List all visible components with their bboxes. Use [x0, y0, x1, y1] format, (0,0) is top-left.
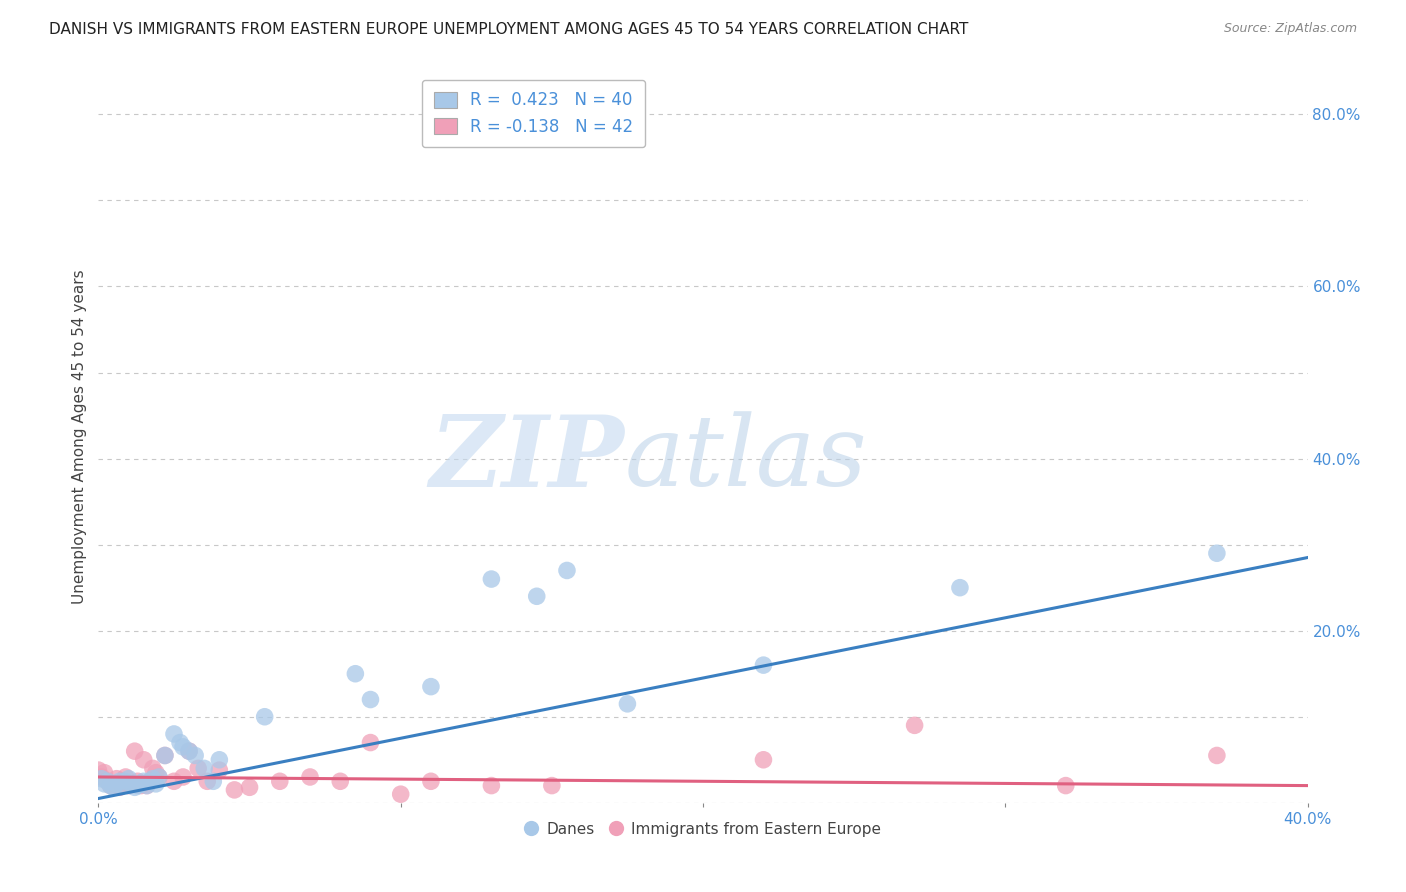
Point [100, 779, 122, 793]
Point [90, 772, 112, 786]
Point [389, 787, 412, 801]
Point [129, 779, 152, 793]
Point [208, 763, 231, 777]
Point [187, 761, 209, 775]
Point [526, 589, 548, 603]
Point [193, 761, 215, 775]
Point [111, 779, 134, 793]
Point [118, 779, 141, 793]
Point [114, 770, 136, 784]
Text: atlas: atlas [624, 411, 868, 507]
Point [360, 735, 382, 749]
Point [93, 765, 115, 780]
Point [96, 774, 118, 789]
Point [108, 774, 131, 789]
Point [111, 774, 134, 789]
Point [269, 774, 291, 789]
Point [344, 666, 367, 681]
Point [360, 692, 382, 706]
Point [949, 581, 972, 595]
Point [481, 572, 503, 586]
Point [329, 774, 352, 789]
Point [124, 744, 146, 758]
Point [163, 727, 186, 741]
Point [135, 779, 157, 793]
Point [90, 770, 112, 784]
Point [616, 697, 638, 711]
Legend: Danes, Immigrants from Eastern Europe: Danes, Immigrants from Eastern Europe [519, 815, 887, 843]
Point [100, 779, 122, 793]
Point [139, 774, 162, 789]
Text: ZIP: ZIP [429, 411, 624, 508]
Point [1054, 779, 1077, 793]
Point [208, 753, 231, 767]
Point [1206, 546, 1229, 560]
Point [121, 777, 143, 791]
Point [127, 774, 149, 789]
Point [904, 718, 927, 732]
Point [118, 772, 141, 786]
Point [299, 770, 322, 784]
Text: Source: ZipAtlas.com: Source: ZipAtlas.com [1223, 22, 1357, 36]
Point [172, 739, 194, 754]
Point [184, 748, 207, 763]
Point [132, 753, 155, 767]
Point [132, 774, 155, 789]
Point [481, 779, 503, 793]
Point [1206, 748, 1229, 763]
Point [148, 770, 170, 784]
Point [172, 770, 194, 784]
Point [148, 770, 170, 784]
Point [420, 774, 443, 789]
Point [105, 772, 128, 786]
Point [105, 777, 128, 791]
Y-axis label: Unemployment Among Ages 45 to 54 years: Unemployment Among Ages 45 to 54 years [72, 269, 87, 605]
Point [163, 774, 186, 789]
Point [127, 779, 149, 793]
Point [253, 710, 276, 724]
Point [420, 680, 443, 694]
Point [145, 765, 167, 780]
Point [114, 774, 136, 789]
Point [752, 753, 775, 767]
Point [135, 779, 157, 793]
Point [108, 780, 131, 795]
Point [224, 783, 246, 797]
Point [139, 774, 162, 789]
Point [195, 774, 218, 789]
Point [153, 748, 176, 763]
Point [540, 779, 562, 793]
Point [142, 761, 165, 775]
Point [145, 777, 167, 791]
Point [87, 763, 110, 777]
Point [129, 777, 152, 791]
Point [93, 777, 115, 791]
Point [103, 780, 125, 795]
Point [124, 780, 146, 795]
Point [96, 774, 118, 789]
Point [239, 780, 262, 795]
Point [169, 735, 191, 749]
Point [121, 777, 143, 791]
Point [103, 777, 125, 791]
Point [752, 658, 775, 673]
Point [179, 744, 201, 758]
Point [555, 564, 578, 578]
Point [153, 748, 176, 763]
Text: DANISH VS IMMIGRANTS FROM EASTERN EUROPE UNEMPLOYMENT AMONG AGES 45 TO 54 YEARS : DANISH VS IMMIGRANTS FROM EASTERN EUROPE… [49, 22, 969, 37]
Point [179, 744, 201, 758]
Point [202, 774, 225, 789]
Point [142, 772, 165, 786]
